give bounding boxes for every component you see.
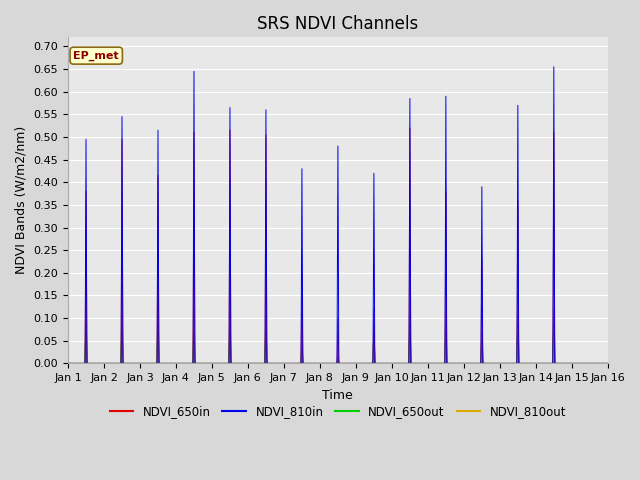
Legend: NDVI_650in, NDVI_810in, NDVI_650out, NDVI_810out: NDVI_650in, NDVI_810in, NDVI_650out, NDV… <box>105 400 571 423</box>
X-axis label: Time: Time <box>323 389 353 402</box>
Y-axis label: NDVI Bands (W/m2/nm): NDVI Bands (W/m2/nm) <box>15 126 28 275</box>
Text: EP_met: EP_met <box>74 50 119 61</box>
Title: SRS NDVI Channels: SRS NDVI Channels <box>257 15 419 33</box>
